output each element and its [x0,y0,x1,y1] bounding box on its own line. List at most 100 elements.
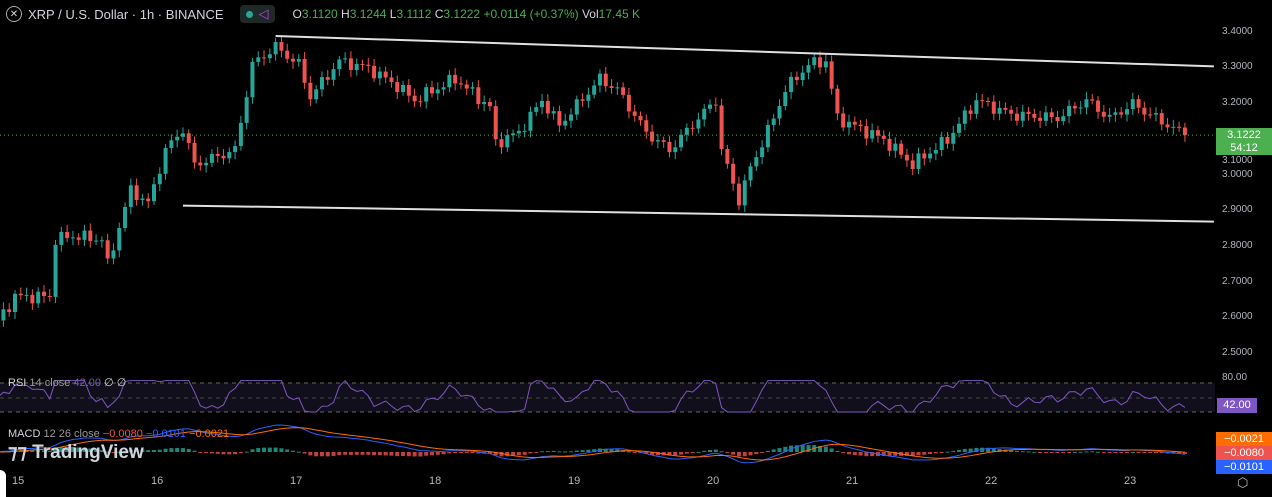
macd-histogram-bar [209,452,214,454]
candle [957,123,962,133]
candle [238,122,243,147]
candle [360,64,365,66]
macd-histogram-bar [105,451,110,453]
candle [771,118,776,125]
macd-histogram-bar [1119,452,1124,453]
candle [569,114,573,121]
macd-histogram-bar [227,452,232,455]
macd-histogram-bar [563,451,568,453]
macd-histogram-bar [1014,450,1019,452]
candle [812,57,817,66]
macd-histogram-bar [279,448,284,452]
candle [198,162,203,166]
candle [1,309,6,321]
macd-histogram-bar [887,452,892,457]
candle [800,72,805,80]
candle [59,231,64,245]
macd-histogram-bar [516,452,521,456]
candle [377,71,382,79]
candle [841,113,846,128]
candle [424,87,429,102]
macd-histogram-bar [1130,451,1135,453]
rsi-value-tag: 42.00 [1217,398,1257,413]
candle [41,291,46,296]
candle [528,111,533,131]
macd-histogram-bar [551,450,556,452]
macd-histogram-bar [146,450,151,452]
macd-histogram-bar [1043,452,1048,453]
time-tick: 19 [568,475,581,487]
candle [105,240,110,259]
candle [574,99,579,115]
candle [180,133,185,137]
candle [146,198,151,202]
candle [754,157,759,167]
macd-histogram-bar [974,447,979,452]
symbol-legend: ✕ XRP / U.S. Dollar · 1h · BINANCE ◁ O3.… [6,5,640,23]
candle [835,88,840,114]
status-pill[interactable]: ◁ [239,5,275,23]
candle [18,293,23,296]
macd-histogram-bar [134,449,139,452]
rsi-legend[interactable]: RSI 14 close 42.00 ∅ ∅ [8,377,126,389]
symbol-title[interactable]: XRP / U.S. Dollar · 1h · BINANCE [28,6,224,22]
price-tick: 2.6000 [1222,311,1253,323]
macd-histogram-bar [325,452,330,457]
candle [928,153,933,159]
rsi-value: 42.00 [73,377,101,389]
macd-histogram-bar [783,446,788,452]
candle [383,71,388,78]
candle [1043,112,1048,121]
macd-histogram-bar [603,448,608,452]
rsi-extra2: ∅ [116,377,127,389]
candle [267,54,272,59]
macd-histogram-bar [192,450,197,452]
candle [505,135,510,148]
trendline [275,35,1214,68]
candle [453,74,458,84]
macd-histogram-bar [128,449,133,452]
candle [1182,127,1187,136]
macd-histogram-bar [806,445,811,452]
candle [1049,112,1054,117]
macd-histogram-bar [412,452,417,457]
macd-histogram-bar [864,452,869,457]
replay-icon[interactable]: ◁ [258,6,269,21]
candle [1038,117,1043,121]
candle [702,108,707,120]
macd-hist-value: −0.0080 [102,428,143,440]
candle [256,57,261,62]
candle [742,180,747,206]
candle [76,237,81,240]
macd-histogram-bar [1107,452,1112,453]
low-label: L [389,7,397,21]
low-value: 3.1112 [396,7,432,21]
macd-legend[interactable]: MACD 12 26 close −0.0080 −0.0101 −0.0021 [8,428,229,440]
settings-icon[interactable]: ⬡ [1237,475,1249,490]
candle [951,132,956,144]
candle [1090,99,1095,101]
candle [939,136,944,151]
candle [910,160,915,169]
candle [516,130,521,134]
macd-histogram-bar [545,451,550,453]
candle [922,153,927,159]
candle [684,127,689,135]
candle [1159,113,1164,125]
macd-histogram-bar [760,452,765,453]
candle [319,77,324,90]
macd-histogram-bar [291,450,295,452]
macd-histogram-bar [626,451,631,453]
macd-histogram-bar [574,450,579,452]
macd-histogram-bar [319,452,324,457]
rsi-label: RSI [8,377,27,389]
candle [945,136,950,144]
macd-histogram-bar [818,445,823,452]
candle [1072,105,1077,109]
candle [870,130,875,139]
candle [1136,99,1141,108]
candle [47,295,52,297]
candle [829,61,834,89]
macd-histogram-bar [754,452,759,455]
